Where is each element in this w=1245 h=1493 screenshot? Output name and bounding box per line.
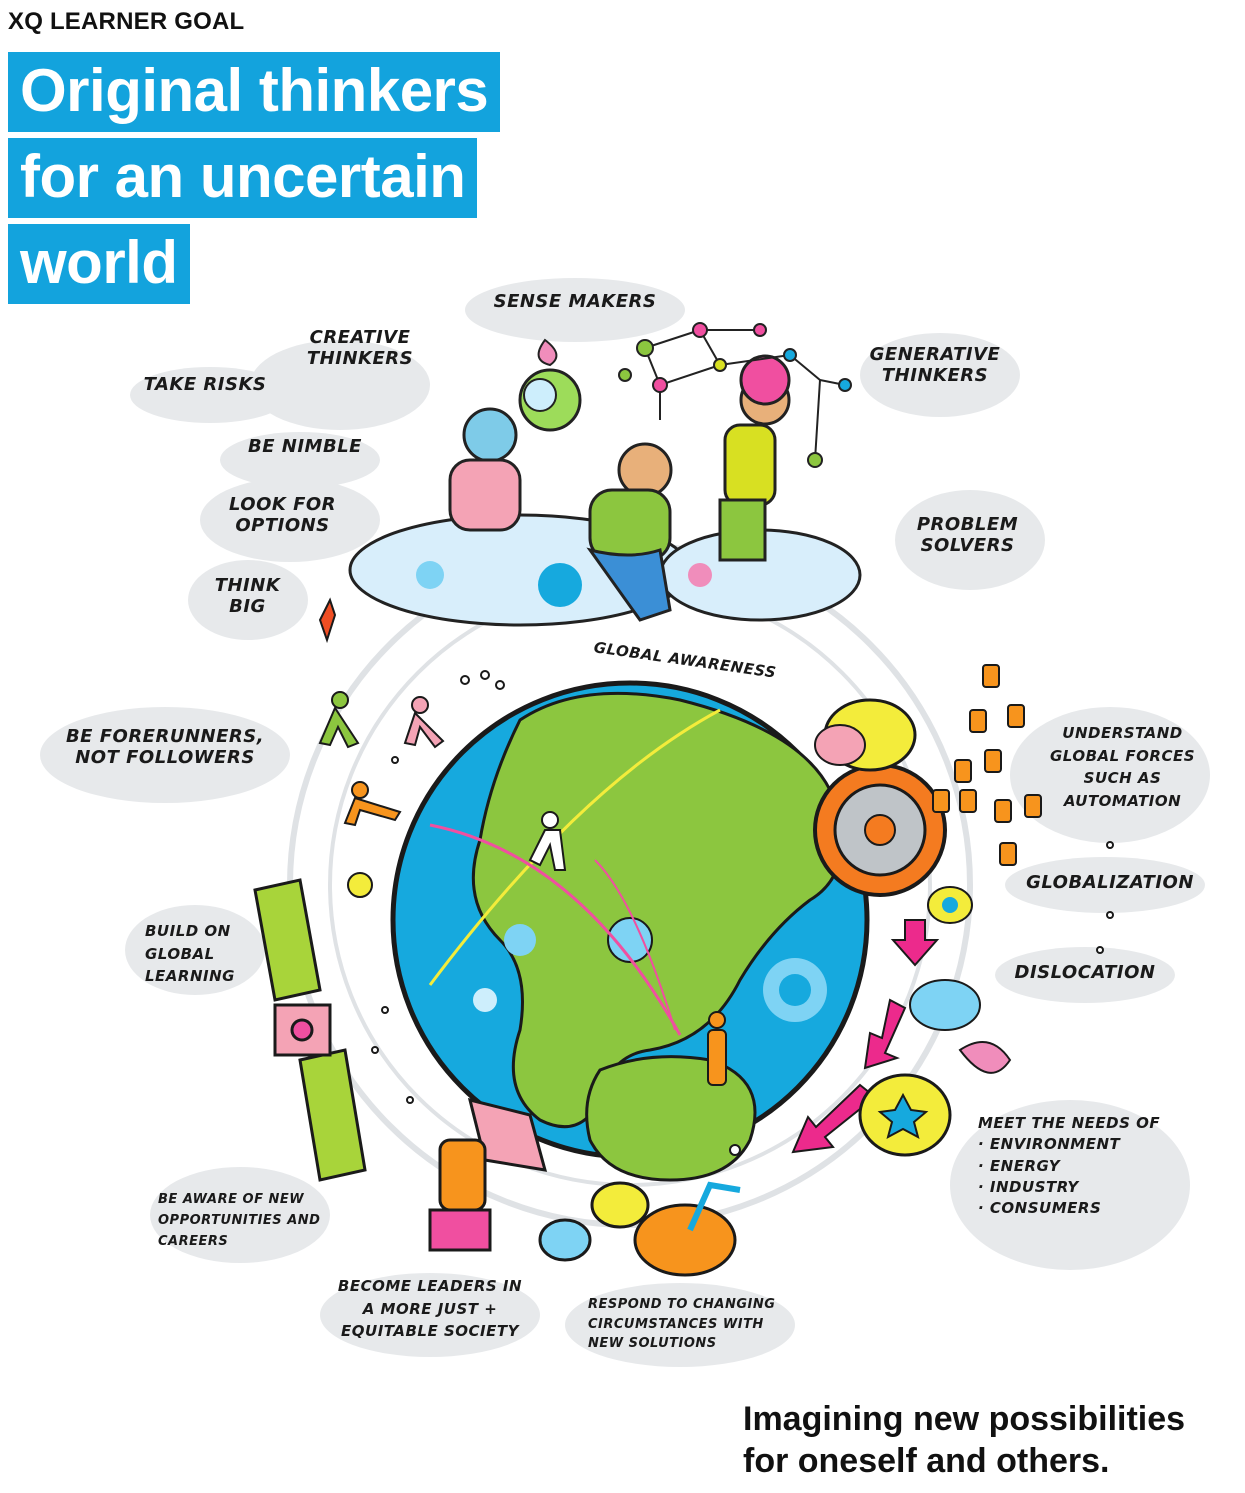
label-problem-solvers: Problem Solvers	[895, 514, 1040, 556]
satellite	[253, 878, 367, 1182]
needs-item-label: Consumers	[989, 1199, 1102, 1217]
label-sense-makers: Sense Makers	[493, 291, 657, 312]
title-line-1: Original thinkers	[8, 52, 501, 132]
label-line: global forces	[1049, 746, 1195, 765]
label-line: not followers	[75, 746, 255, 768]
title-line-3: world	[8, 224, 190, 304]
tagline-line-2: for oneself and others.	[743, 1442, 1110, 1480]
label-line: opportunities and	[158, 1212, 321, 1228]
robot-arm	[538, 1181, 741, 1277]
label-line: Solvers	[920, 534, 1015, 556]
label-understand-forces: Understand global forces such as automat…	[1030, 722, 1215, 812]
needs-item-label: Energy	[989, 1156, 1061, 1175]
label-line: circumstances with	[588, 1316, 764, 1332]
label-line: new solutions	[588, 1336, 717, 1351]
tagline-line-1: Imagining new possibilities	[743, 1400, 1186, 1438]
label-line: Think	[214, 575, 281, 596]
label-think-big: Think Big	[200, 575, 295, 617]
scattered-dots	[371, 670, 1114, 1156]
label-line: respond to changing	[588, 1297, 776, 1312]
label-opportunities: Be aware of new opportunities and career…	[158, 1190, 358, 1252]
left-figures	[318, 597, 445, 898]
label-forerunners: Be forerunners, not followers	[45, 726, 285, 768]
label-line: Thinkers	[881, 364, 989, 386]
gear-machine	[813, 698, 947, 897]
needs-item: · Environment	[978, 1135, 1121, 1154]
label-be-nimble: Be Nimble	[248, 436, 362, 457]
label-line: Big	[229, 595, 266, 617]
label-line: global	[145, 944, 215, 963]
tagline: Imagining new possibilities for oneself …	[743, 1398, 1243, 1482]
label-look-for-options: Look for options	[210, 494, 355, 536]
globe	[390, 680, 870, 1182]
right-clouds	[858, 886, 1012, 1157]
label-line: Generative	[869, 344, 1001, 365]
label-line: equitable society	[341, 1322, 519, 1340]
label-meet-needs: Meet the needs of · Environment · Energy…	[978, 1114, 1198, 1221]
background-clouds	[40, 278, 1210, 1367]
network-nodes	[618, 322, 852, 468]
label-line: careers	[158, 1233, 229, 1249]
label-line: automation	[1063, 791, 1182, 810]
robot-carrier	[428, 1097, 548, 1252]
label-line: Be aware of new	[158, 1192, 305, 1207]
title-line-2: for an uncertain	[8, 138, 478, 218]
label-build-on-learning: Build on global learning	[145, 920, 255, 988]
needs-list: · Environment · Energy · Industry · Cons…	[978, 1135, 1198, 1217]
label-take-risks: Take Risks	[143, 374, 267, 395]
label-line: Look for	[228, 494, 337, 515]
needs-item-label: Environment	[989, 1135, 1121, 1154]
automation-tiles	[932, 664, 1042, 866]
label-line: a More just +	[362, 1299, 498, 1318]
label-dislocation: Dislocation	[1014, 962, 1156, 983]
label-line: options	[235, 514, 330, 536]
label-line: learning	[145, 967, 235, 985]
label-line: Build on	[145, 922, 231, 940]
label-generative-thinkers: Generative Thinkers	[855, 344, 1015, 386]
label-line: Become leaders in	[337, 1277, 523, 1295]
needs-item-label: Industry	[989, 1177, 1079, 1196]
label-leaders: Become leaders in a More just + equitabl…	[325, 1275, 535, 1343]
label-globalization: Globalization	[1026, 872, 1194, 893]
meet-needs-title: Meet the needs of	[978, 1114, 1161, 1132]
label-respond: respond to changing circumstances with n…	[588, 1295, 808, 1354]
label-creative-thinkers: Creative Thinkers	[290, 327, 430, 369]
label-line: Thinkers	[306, 347, 414, 369]
label-line: such as	[1083, 769, 1162, 787]
label-line: Problem	[916, 514, 1019, 535]
thinkers-cloud	[348, 338, 862, 627]
eyebrow-label: XQ LEARNER GOAL	[8, 8, 245, 35]
label-line: Understand	[1062, 724, 1183, 742]
label-line: Be forerunners,	[65, 726, 265, 747]
needs-item: · Energy	[978, 1156, 1061, 1175]
label-line: Creative	[309, 327, 411, 348]
needs-item: · Consumers	[978, 1199, 1102, 1217]
needs-item: · Industry	[978, 1177, 1079, 1196]
